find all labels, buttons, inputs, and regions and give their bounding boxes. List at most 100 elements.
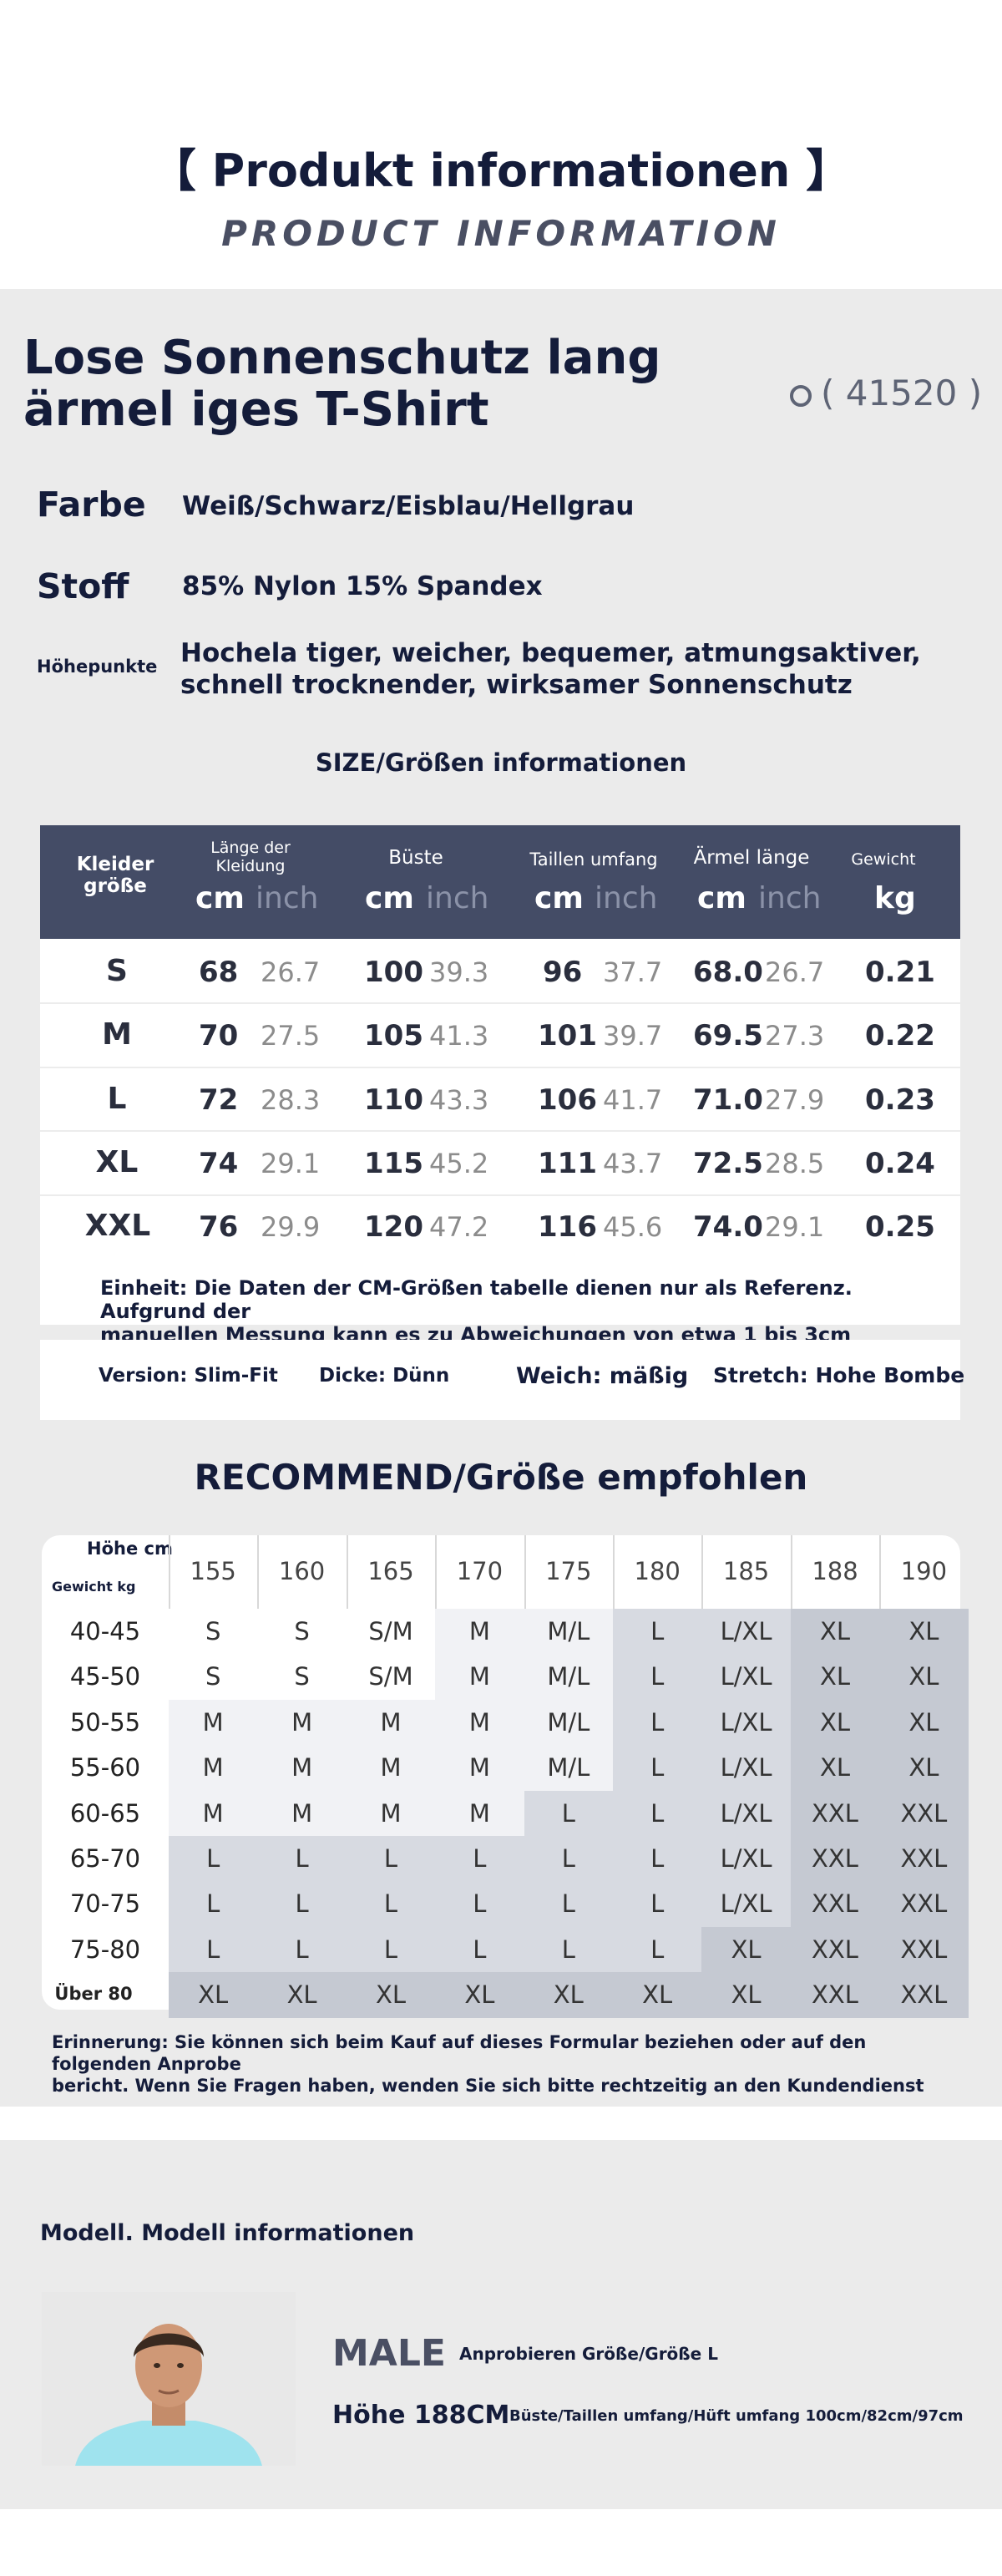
weight-row-label: 65-70 [69, 1844, 141, 1873]
circle-icon [790, 385, 812, 407]
weight-row-label: 75-80 [69, 1935, 141, 1964]
recommend-cell: L [257, 1836, 347, 1882]
recommend-cell: L [613, 1654, 702, 1700]
model-photo [42, 2292, 296, 2466]
recommend-cell: XL [613, 1972, 702, 2018]
weight-row-label: 60-65 [69, 1798, 141, 1828]
weight-axis-label: Gewicht kg [52, 1579, 136, 1595]
recommend-note-line1: Erinnerung: Sie können sich beim Kauf au… [52, 2032, 867, 2074]
bust-cm-cell: 115 [364, 1147, 423, 1180]
attr-version: Version: Slim-Fit [99, 1365, 278, 1387]
recommend-cell: M [257, 1790, 347, 1836]
unit-cm-waist: cm [534, 881, 584, 915]
recommend-cell: L [613, 1745, 702, 1791]
header-size-line1: Kleider [76, 854, 154, 875]
recommend-cell: XL [879, 1699, 969, 1746]
recommend-cell: L/XL [701, 1609, 791, 1655]
sleeve-inch-cell: 28.5 [765, 1148, 825, 1179]
recommend-note-line2: bericht. Wenn Sie Fragen haben, wenden S… [52, 2076, 924, 2096]
recommend-cell: XXL [879, 1972, 969, 2018]
recommend-cell: L [169, 1836, 258, 1882]
recommend-cell: S/M [346, 1609, 436, 1655]
attr-stretch: Stretch: Hohe Bombe [713, 1363, 965, 1387]
weight-row-label: 40-45 [69, 1617, 141, 1645]
unit-cm-sleeve: cm [697, 881, 746, 915]
bust-inch-cell: 41.3 [429, 1020, 489, 1052]
weight-cell: 0.23 [865, 1083, 935, 1117]
recommend-cell: L [257, 1881, 347, 1927]
sleeve-cm-cell: 68.0 [693, 956, 763, 989]
recommend-cell: L [613, 1881, 702, 1927]
model-height: Höhe 188CM [332, 2401, 510, 2430]
recommend-cell: L [435, 1926, 524, 1973]
recommend-cell: L [613, 1836, 702, 1882]
height-column-header: 175 [545, 1557, 592, 1585]
waist-inch-cell: 37.7 [603, 956, 663, 988]
waist-cm-cell: 116 [538, 1210, 597, 1244]
length-inch-cell: 29.9 [261, 1211, 321, 1243]
height-column-header: 155 [190, 1557, 236, 1585]
weight-cell: 0.25 [865, 1210, 935, 1244]
recommend-cell: S/M [346, 1654, 436, 1700]
recommend-cell: XXL [879, 1881, 969, 1927]
attribute-bar [40, 1340, 960, 1420]
height-column-header: 185 [722, 1557, 770, 1585]
row-divider [40, 1067, 960, 1068]
column-divider [169, 1535, 170, 1609]
recommend-cell: M/L [524, 1699, 613, 1746]
recommend-cell: XXL [790, 1790, 880, 1836]
sleeve-inch-cell: 27.3 [765, 1020, 825, 1052]
column-divider [524, 1535, 526, 1609]
size-cell: XXL [84, 1209, 151, 1243]
header-length-line1: Länge der [210, 839, 291, 857]
recommend-cell: M/L [524, 1609, 613, 1655]
color-value: Weiß/Schwarz/Eisblau/Hellgrau [182, 491, 635, 521]
bust-inch-cell: 43.3 [429, 1084, 489, 1116]
header-length: Länge der Kleidung [180, 839, 321, 875]
recommend-cell: L [346, 1881, 436, 1927]
bust-inch-cell: 47.2 [429, 1211, 489, 1243]
recommend-cell: M [169, 1745, 258, 1791]
recommend-cell: M [346, 1699, 436, 1746]
header-weight: Gewicht [851, 850, 916, 869]
recommend-cell: XL [790, 1745, 880, 1791]
weight-cell: 0.21 [865, 956, 935, 989]
row-divider [40, 1194, 960, 1196]
attr-softness: Weich: mäßig [516, 1363, 689, 1389]
column-divider [613, 1535, 615, 1609]
recommend-cell: L [169, 1926, 258, 1973]
recommend-cell: L [613, 1609, 702, 1655]
unit-kg: kg [874, 881, 916, 915]
recommend-cell: M [435, 1609, 524, 1655]
weight-row-label: 55-60 [69, 1753, 141, 1782]
waist-inch-cell: 43.7 [603, 1148, 663, 1179]
model-gender: MALE [332, 2332, 446, 2375]
bust-inch-cell: 45.2 [429, 1148, 489, 1179]
recommend-cell: L [524, 1926, 613, 1973]
highlights-value: Hochela tiger, weicher, bequemer, atmung… [180, 637, 921, 701]
weight-row-label: 50-55 [69, 1707, 141, 1737]
recommend-cell: XL [257, 1972, 347, 2018]
unit-cm-length: cm [195, 881, 245, 915]
height-column-header: 170 [456, 1557, 504, 1585]
recommend-cell: M/L [524, 1745, 613, 1791]
bust-inch-cell: 39.3 [429, 956, 489, 988]
sleeve-inch-cell: 26.7 [765, 956, 825, 988]
color-label: Farbe [37, 484, 146, 525]
waist-inch-cell: 41.7 [603, 1084, 663, 1116]
recommend-cell: M [257, 1699, 347, 1746]
recommend-cell: M [435, 1745, 524, 1791]
recommend-cell: XXL [879, 1836, 969, 1882]
column-divider [701, 1535, 704, 1609]
header-bust: Büste [388, 847, 443, 869]
recommend-cell: S [257, 1654, 347, 1700]
recommend-title: RECOMMEND/Größe empfohlen [194, 1457, 808, 1498]
fabric-label: Stoff [37, 566, 129, 606]
recommend-cell: L [435, 1881, 524, 1927]
unit-cm-bust: cm [365, 881, 414, 915]
height-column-header: 180 [634, 1557, 681, 1585]
fabric-value: 85% Nylon 15% Spandex [182, 571, 543, 601]
recommend-cell: XL [790, 1654, 880, 1700]
attr-thickness: Dicke: Dünn [319, 1365, 450, 1387]
length-cm-cell: 68 [199, 956, 239, 989]
